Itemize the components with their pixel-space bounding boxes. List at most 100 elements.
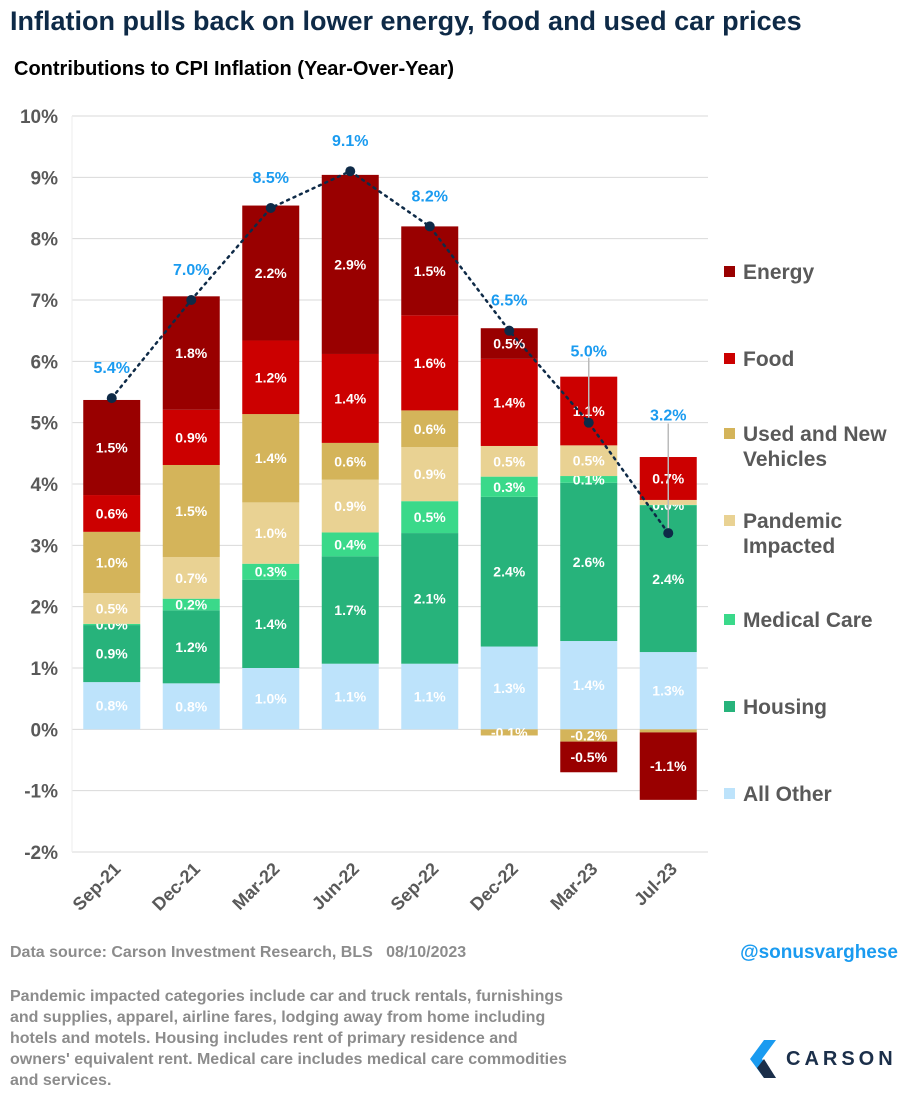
x-tick-label: Mar-23 [546, 859, 601, 914]
data-label: 0.5% [414, 509, 446, 525]
x-tick-label: Sep-22 [387, 859, 443, 915]
bar-segment-medical-care [83, 623, 141, 626]
bar-segment-all-other [480, 646, 538, 730]
x-tick-label: Mar-22 [228, 859, 283, 914]
data-label: 1.8% [175, 345, 207, 361]
y-tick-label: 4% [31, 475, 59, 496]
bar-segment-energy [639, 732, 697, 800]
y-tick-label: 3% [31, 536, 59, 557]
bar-segment-used-and-new-vehicles [480, 729, 538, 736]
bar-segment-energy [560, 741, 618, 773]
data-label: 2.4% [652, 571, 684, 587]
legend-label: Energy [743, 261, 815, 284]
x-tick-label: Dec-21 [148, 859, 204, 915]
total-label: 7.0% [173, 262, 209, 279]
bar-segment-medical-care [401, 501, 459, 534]
bar-segment-used-and-new-vehicles [242, 414, 300, 503]
bar-segment-all-other [560, 641, 618, 730]
bar-segment-all-other [639, 652, 697, 730]
total-point [583, 417, 594, 428]
bar-segment-energy [242, 205, 300, 341]
y-tick-label: 7% [31, 291, 59, 312]
data-label: 1.0% [96, 555, 128, 571]
data-label: 0.5% [96, 601, 128, 617]
data-label: 0.8% [175, 698, 207, 714]
data-label: 0.9% [96, 646, 128, 662]
legend-label: Used and New [743, 423, 887, 446]
bar-segment-housing [560, 482, 618, 642]
data-label: 1.4% [255, 616, 287, 632]
bar-segment-housing [401, 533, 459, 664]
bar-segment-medical-care [162, 598, 220, 611]
data-label: 1.0% [255, 691, 287, 707]
legend-label: Vehicles [743, 448, 827, 471]
footnote: Pandemic impacted categories include car… [10, 988, 567, 1089]
y-tick-label: 2% [31, 598, 59, 619]
total-point [106, 393, 117, 404]
legend-swatch [724, 515, 735, 526]
data-label: 0.3% [255, 564, 287, 580]
data-label: 1.2% [255, 369, 287, 385]
bar-segment-food [401, 315, 459, 411]
data-label: 1.3% [652, 683, 684, 699]
legend-label: Impacted [743, 535, 835, 558]
carson-logo-text: CARSON [786, 1047, 897, 1070]
bar-segment-housing [480, 496, 538, 647]
legend-swatch [724, 788, 735, 799]
bar-segment-pandemic-impacted [401, 447, 459, 502]
data-label: 1.1% [334, 689, 366, 705]
bar-segment-used-and-new-vehicles [401, 410, 459, 448]
bar-segment-used-and-new-vehicles [321, 442, 379, 480]
data-label: 0.6% [414, 421, 446, 437]
legend-swatch [724, 701, 735, 712]
x-tick-label: Dec-22 [466, 859, 522, 915]
bar-segment-food [83, 495, 141, 532]
y-tick-label: 1% [31, 659, 59, 680]
total-point [186, 295, 197, 305]
y-tick-label: -1% [24, 782, 58, 803]
bar-segment-all-other [401, 663, 459, 730]
data-label: 1.4% [334, 390, 366, 406]
data-label: 1.5% [175, 503, 207, 519]
x-tick-label: Jul-23 [630, 859, 681, 910]
legend-label: All Other [743, 783, 832, 806]
bar-segment-used-and-new-vehicles [560, 729, 618, 742]
bar-segment-used-and-new-vehicles [639, 729, 697, 733]
y-tick-label: 5% [31, 414, 59, 435]
legend-swatch [724, 266, 735, 277]
data-label: 1.5% [96, 440, 128, 456]
data-label: 0.6% [334, 453, 366, 469]
bar-segment-pandemic-impacted [162, 556, 220, 599]
bar-segment-food [162, 409, 220, 465]
bar-segment-food [321, 353, 379, 443]
legend-swatch [724, 353, 735, 364]
data-label: 0.6% [96, 505, 128, 521]
headline: Inflation pulls back on lower energy, fo… [10, 6, 802, 36]
bar-segment-all-other [321, 663, 379, 730]
bar-segment-energy [162, 296, 220, 410]
bar-segment-medical-care [560, 476, 618, 483]
data-label: 2.4% [493, 564, 525, 580]
data-label: 0.5% [573, 453, 605, 469]
bar-segment-housing [321, 556, 379, 664]
data-source: Data source: Carson Investment Research,… [10, 944, 467, 961]
data-label: 1.5% [414, 263, 446, 279]
data-label: 1.4% [493, 394, 525, 410]
data-label: 0.2% [175, 597, 207, 613]
x-tick-label: Sep-21 [69, 859, 125, 915]
bar-segment-pandemic-impacted [480, 445, 538, 477]
data-label: 0.9% [175, 429, 207, 445]
total-label: 6.5% [491, 293, 527, 310]
data-label: -0.1% [491, 724, 528, 740]
chart-svg: -2%-1%0%1%2%3%4%5%6%7%8%9%10%0.8%0.9%0.0… [20, 107, 887, 915]
data-label: 2.9% [334, 256, 366, 272]
total-label: 8.5% [253, 170, 289, 187]
legend-label: Pandemic [743, 510, 843, 533]
bar-segment-pandemic-impacted [242, 502, 300, 564]
total-label: 5.4% [94, 360, 130, 377]
data-label: 1.3% [493, 680, 525, 696]
y-tick-label: 8% [31, 230, 59, 251]
bar-segment-food [242, 340, 300, 415]
author-handle[interactable]: @sonusvarghese [740, 942, 898, 963]
